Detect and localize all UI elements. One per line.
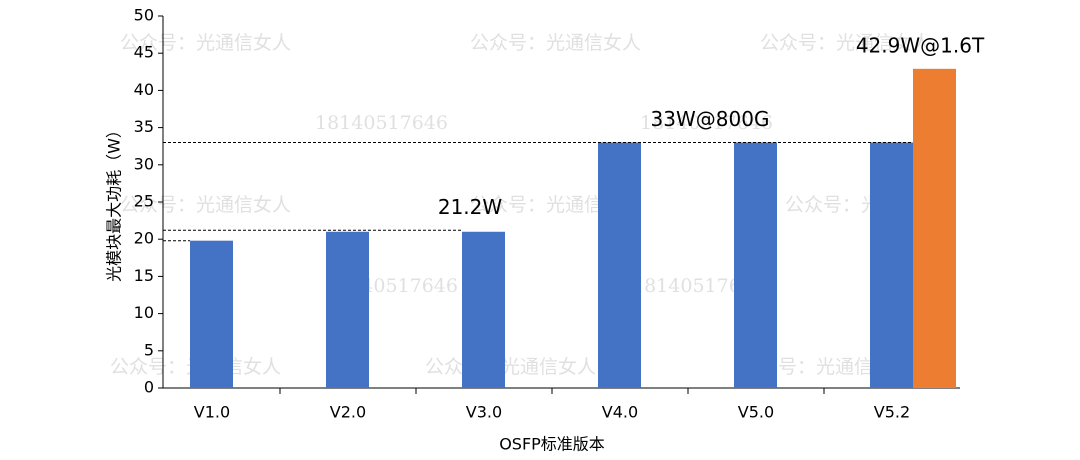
bar xyxy=(326,231,369,388)
y-tick-label: 40 xyxy=(134,80,154,99)
y-tick-label: 25 xyxy=(134,192,154,211)
x-tick-label: V5.0 xyxy=(738,403,774,422)
y-tick-label: 10 xyxy=(134,303,154,322)
watermark: 公众号：光通信女人 xyxy=(740,356,911,378)
y-tick-label: 30 xyxy=(134,154,154,173)
y-tick-label: 5 xyxy=(144,340,154,359)
bar xyxy=(462,231,505,388)
x-tick-label: V3.0 xyxy=(466,403,502,422)
bar xyxy=(598,142,641,388)
bar xyxy=(734,142,777,388)
watermark: 公众号：光通信女人 xyxy=(470,32,641,54)
watermark: 18140517646 xyxy=(632,275,765,297)
y-tick-label: 50 xyxy=(134,6,154,25)
x-tick-label: V2.0 xyxy=(330,403,366,422)
annotation: 42.9W@1.6T xyxy=(856,33,985,57)
annotation: 21.2W xyxy=(438,195,503,219)
x-axis-label: OSFP标准版本 xyxy=(499,435,605,454)
y-tick-label: 20 xyxy=(134,229,154,248)
x-tick-label: V4.0 xyxy=(602,403,638,422)
annotation: 33W@800G xyxy=(651,107,770,131)
x-tick-label: V5.2 xyxy=(874,403,910,422)
y-tick-label: 35 xyxy=(134,117,154,136)
watermark: 18140517646 xyxy=(315,112,448,134)
y-tick-label: 15 xyxy=(134,266,154,285)
x-tick-label: V1.0 xyxy=(194,403,230,422)
bar xyxy=(870,142,913,388)
bar xyxy=(913,68,956,388)
y-tick-label: 0 xyxy=(144,378,154,397)
watermark: 公众号：光通信女人 xyxy=(425,356,596,378)
watermark: 公众号：光通信女人 xyxy=(760,32,931,54)
y-axis-label: 光模块最大功耗（W） xyxy=(105,122,124,282)
watermark: 18140517646 xyxy=(640,112,773,134)
bar xyxy=(190,240,233,388)
y-tick-label: 45 xyxy=(134,43,154,62)
